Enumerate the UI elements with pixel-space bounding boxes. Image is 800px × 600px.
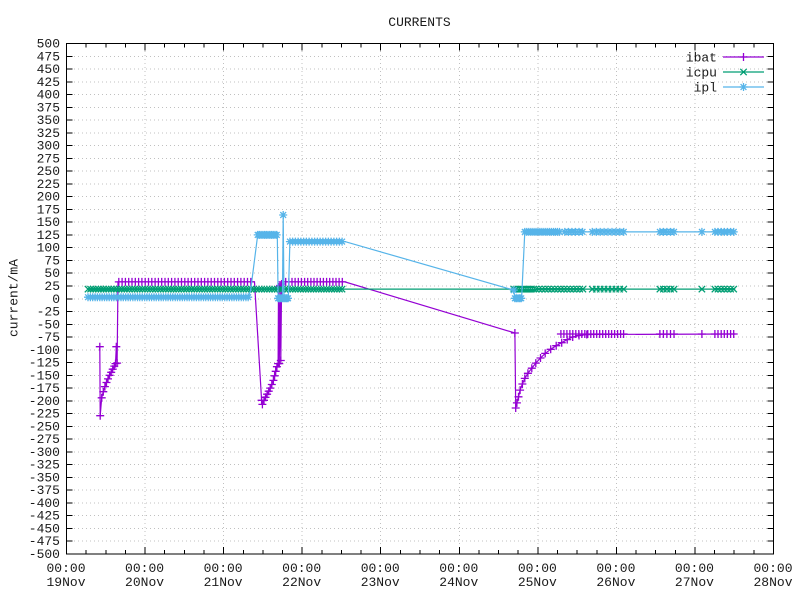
svg-text:-300: -300 <box>29 445 60 460</box>
svg-text:-325: -325 <box>29 458 60 473</box>
svg-text:200: 200 <box>37 190 60 205</box>
svg-text:00:00: 00:00 <box>675 561 714 576</box>
svg-text:24Nov: 24Nov <box>439 575 478 590</box>
svg-text:0: 0 <box>52 292 60 307</box>
x-tick-labels: 00:0019Nov00:0020Nov00:0021Nov00:0022Nov… <box>46 561 792 590</box>
svg-text:21Nov: 21Nov <box>204 575 243 590</box>
svg-text:325: 325 <box>37 126 60 141</box>
svg-text:-475: -475 <box>29 534 60 549</box>
svg-text:-75: -75 <box>37 330 60 345</box>
svg-text:100: 100 <box>37 241 60 256</box>
svg-text:25: 25 <box>44 279 60 294</box>
svg-text:00:00: 00:00 <box>439 561 478 576</box>
svg-text:22Nov: 22Nov <box>282 575 321 590</box>
svg-text:500: 500 <box>37 37 60 52</box>
svg-text:-25: -25 <box>37 305 60 320</box>
svg-text:300: 300 <box>37 139 60 154</box>
svg-text:ibat: ibat <box>686 51 717 66</box>
svg-text:00:00: 00:00 <box>282 561 321 576</box>
svg-text:ipl: ipl <box>694 81 718 96</box>
svg-text:450: 450 <box>37 62 60 77</box>
svg-text:-175: -175 <box>29 381 60 396</box>
svg-text:175: 175 <box>37 202 60 217</box>
svg-text:20Nov: 20Nov <box>125 575 164 590</box>
axes <box>66 43 774 555</box>
svg-text:425: 425 <box>37 75 60 90</box>
svg-text:28Nov: 28Nov <box>753 575 792 590</box>
svg-text:23Nov: 23Nov <box>361 575 400 590</box>
legend-item-icpu: icpu <box>686 66 764 81</box>
svg-text:-425: -425 <box>29 509 60 524</box>
svg-text:00:00: 00:00 <box>125 561 164 576</box>
svg-text:00:00: 00:00 <box>361 561 400 576</box>
svg-text:-350: -350 <box>29 470 60 485</box>
svg-text:-375: -375 <box>29 483 60 498</box>
svg-text:-50: -50 <box>37 317 60 332</box>
svg-text:375: 375 <box>37 100 60 115</box>
svg-text:-275: -275 <box>29 432 60 447</box>
legend-item-ibat: ibat <box>686 51 764 66</box>
svg-text:-250: -250 <box>29 419 60 434</box>
y-tick-labels: -500-475-450-425-400-375-350-325-300-275… <box>29 37 60 563</box>
svg-text:00:00: 00:00 <box>596 561 635 576</box>
svg-text:-150: -150 <box>29 368 60 383</box>
svg-text:-500: -500 <box>29 547 60 562</box>
svg-text:75: 75 <box>44 253 60 268</box>
svg-text:-400: -400 <box>29 496 60 511</box>
svg-text:00:00: 00:00 <box>204 561 243 576</box>
svg-text:26Nov: 26Nov <box>596 575 635 590</box>
svg-text:icpu: icpu <box>686 66 717 81</box>
svg-text:400: 400 <box>37 88 60 103</box>
series-ipl <box>84 211 738 303</box>
svg-text:-125: -125 <box>29 356 60 371</box>
svg-text:27Nov: 27Nov <box>675 575 714 590</box>
chart-title: CURRENTS <box>388 15 451 30</box>
legend-item-ipl: ipl <box>694 81 764 96</box>
svg-text:-225: -225 <box>29 407 60 422</box>
svg-text:-200: -200 <box>29 394 60 409</box>
series-ibat <box>95 277 738 420</box>
y-axis-label: current/mA <box>6 258 22 338</box>
series-icpu <box>84 285 738 293</box>
svg-text:00:00: 00:00 <box>518 561 557 576</box>
svg-text:150: 150 <box>37 215 60 230</box>
svg-text:25Nov: 25Nov <box>518 575 557 590</box>
svg-text:00:00: 00:00 <box>46 561 85 576</box>
svg-text:475: 475 <box>37 49 60 64</box>
svg-text:-450: -450 <box>29 521 60 536</box>
svg-text:125: 125 <box>37 228 60 243</box>
svg-text:275: 275 <box>37 151 60 166</box>
svg-text:250: 250 <box>37 164 60 179</box>
svg-text:19Nov: 19Nov <box>46 575 85 590</box>
svg-text:00:00: 00:00 <box>753 561 792 576</box>
svg-text:50: 50 <box>44 266 60 281</box>
svg-text:225: 225 <box>37 177 60 192</box>
svg-text:-100: -100 <box>29 343 60 358</box>
svg-text:350: 350 <box>37 113 60 128</box>
